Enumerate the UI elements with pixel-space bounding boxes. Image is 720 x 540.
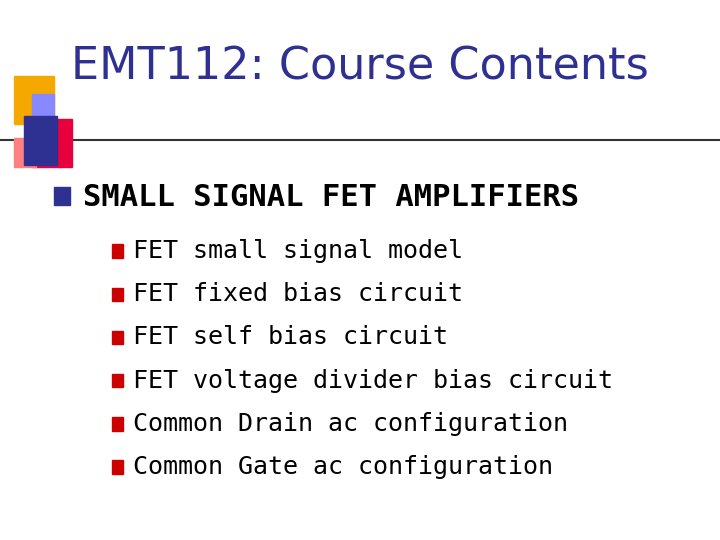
Bar — [54, 187, 70, 205]
Bar — [112, 460, 123, 474]
Bar — [112, 287, 123, 301]
Bar — [112, 244, 123, 258]
Text: Common Gate ac configuration: Common Gate ac configuration — [133, 455, 553, 479]
Text: FET self bias circuit: FET self bias circuit — [133, 326, 448, 349]
Text: FET fixed bias circuit: FET fixed bias circuit — [133, 282, 463, 306]
Bar — [32, 119, 72, 167]
Text: FET voltage divider bias circuit: FET voltage divider bias circuit — [133, 369, 613, 393]
Bar — [24, 116, 57, 165]
Text: Common Drain ac configuration: Common Drain ac configuration — [133, 412, 568, 436]
Bar — [112, 417, 123, 431]
Bar — [112, 330, 123, 345]
Bar — [112, 374, 123, 388]
Bar — [14, 138, 36, 167]
Text: FET small signal model: FET small signal model — [133, 239, 463, 263]
Text: SMALL SIGNAL FET AMPLIFIERS: SMALL SIGNAL FET AMPLIFIERS — [83, 183, 579, 212]
Bar — [14, 76, 54, 124]
Bar — [32, 94, 54, 124]
Text: EMT112: Course Contents: EMT112: Course Contents — [71, 46, 649, 89]
